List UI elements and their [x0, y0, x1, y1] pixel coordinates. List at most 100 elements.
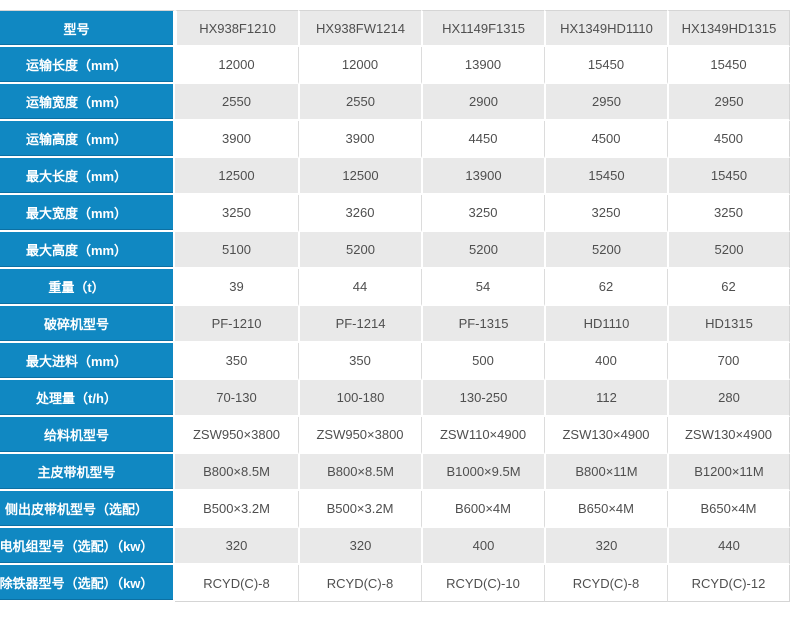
spec-value: 400 [544, 343, 667, 380]
spec-value: 2900 [421, 84, 544, 121]
table-row: 最大进料（mm） 350 350 500 400 700 [0, 343, 790, 380]
header-model-label: 型号 [0, 10, 175, 47]
spec-value: 280 [667, 380, 790, 417]
spec-value: 13900 [421, 158, 544, 195]
spec-value: ZSW110×4900 [421, 417, 544, 454]
table-header-row: 型号 HX938F1210 HX938FW1214 HX1149F1315 HX134… [0, 10, 790, 47]
spec-value: 5200 [421, 232, 544, 269]
spec-value: PF-1210 [175, 306, 298, 343]
spec-value: RCYD(C)-10 [421, 565, 544, 602]
spec-value: ZSW130×4900 [667, 417, 790, 454]
spec-value: 130-250 [421, 380, 544, 417]
table-row: 主皮带机型号 B800×8.5M B800×8.5M B1000×9.5M B800×1… [0, 454, 790, 491]
spec-value: 3250 [667, 195, 790, 232]
spec-value: PF-1315 [421, 306, 544, 343]
row-label: 处理量（t/h） [0, 380, 175, 417]
spec-table: 型号 HX938F1210 HX938FW1214 HX1149F1315 HX134… [0, 10, 790, 602]
spec-value: 100-180 [298, 380, 421, 417]
spec-value: 4450 [421, 121, 544, 158]
spec-value: 3900 [175, 121, 298, 158]
table-row: 给料机型号 ZSW950×3800 ZSW950×3800 ZSW110×4900 ZS… [0, 417, 790, 454]
spec-value: 2950 [544, 84, 667, 121]
row-label: 破碎机型号 [0, 306, 175, 343]
spec-value: 44 [298, 269, 421, 306]
spec-value: ZSW130×4900 [544, 417, 667, 454]
row-label: 运输宽度（mm） [0, 84, 175, 121]
spec-table-container: 型号 HX938F1210 HX938FW1214 HX1149F1315 HX134… [0, 10, 790, 602]
spec-value: 39 [175, 269, 298, 306]
spec-value: HD1110 [544, 306, 667, 343]
spec-value: 2550 [298, 84, 421, 121]
spec-value: 400 [421, 528, 544, 565]
spec-value: 2550 [175, 84, 298, 121]
spec-table-body: 运输长度（mm） 12000 12000 13900 15450 15450 运输宽度（mm… [0, 47, 790, 602]
table-row: 运输宽度（mm） 2550 2550 2900 2950 2950 [0, 84, 790, 121]
table-row: 最大宽度（mm） 3250 3260 3250 3250 3250 [0, 195, 790, 232]
spec-value: B650×4M [544, 491, 667, 528]
table-row: 除铁器型号（选配）（kw） RCYD(C)-8 RCYD(C)-8 RCYD(C)-1… [0, 565, 790, 602]
table-row: 侧出皮带机型号（选配） B500×3.2M B500×3.2M B600×4M B650… [0, 491, 790, 528]
row-label: 最大进料（mm） [0, 343, 175, 380]
spec-value: 3250 [175, 195, 298, 232]
spec-value: HD1315 [667, 306, 790, 343]
table-row: 处理量（t/h） 70-130 100-180 130-250 112 280 [0, 380, 790, 417]
spec-value: RCYD(C)-8 [544, 565, 667, 602]
spec-value: 15450 [544, 47, 667, 84]
spec-value: 5200 [298, 232, 421, 269]
table-row: 运输高度（mm） 3900 3900 4450 4500 4500 [0, 121, 790, 158]
spec-value: B650×4M [667, 491, 790, 528]
spec-value: 62 [667, 269, 790, 306]
spec-value: 3260 [298, 195, 421, 232]
spec-value: 12500 [298, 158, 421, 195]
model-header: HX1349HD1315 [667, 10, 790, 47]
spec-value: 3250 [421, 195, 544, 232]
model-header: HX938F1210 [175, 10, 298, 47]
spec-value: 54 [421, 269, 544, 306]
spec-value: B800×8.5M [298, 454, 421, 491]
row-label: 重量（t） [0, 269, 175, 306]
spec-value: 700 [667, 343, 790, 380]
spec-value: 500 [421, 343, 544, 380]
spec-value: 350 [298, 343, 421, 380]
spec-value: 5200 [544, 232, 667, 269]
spec-value: 12500 [175, 158, 298, 195]
spec-value: ZSW950×3800 [298, 417, 421, 454]
spec-value: 15450 [667, 158, 790, 195]
spec-value: 350 [175, 343, 298, 380]
spec-value: 3900 [298, 121, 421, 158]
table-row: 最大高度（mm） 5100 5200 5200 5200 5200 [0, 232, 790, 269]
row-label: 最大高度（mm） [0, 232, 175, 269]
spec-value: 5100 [175, 232, 298, 269]
row-label: 主皮带机型号 [0, 454, 175, 491]
spec-value: ZSW950×3800 [175, 417, 298, 454]
spec-value: 12000 [175, 47, 298, 84]
spec-value: 15450 [667, 47, 790, 84]
spec-value: 320 [175, 528, 298, 565]
table-row: 最大长度（mm） 12500 12500 13900 15450 15450 [0, 158, 790, 195]
spec-value: 15450 [544, 158, 667, 195]
row-label: 给料机型号 [0, 417, 175, 454]
spec-value: 5200 [667, 232, 790, 269]
model-header: HX1149F1315 [421, 10, 544, 47]
row-label: 最大宽度（mm） [0, 195, 175, 232]
spec-value: B500×3.2M [298, 491, 421, 528]
spec-value: 440 [667, 528, 790, 565]
spec-value: 320 [298, 528, 421, 565]
spec-value: RCYD(C)-8 [298, 565, 421, 602]
row-label: 最大长度（mm） [0, 158, 175, 195]
spec-value: 13900 [421, 47, 544, 84]
spec-value: 320 [544, 528, 667, 565]
spec-value: B600×4M [421, 491, 544, 528]
table-row: 运输长度（mm） 12000 12000 13900 15450 15450 [0, 47, 790, 84]
row-label: 电机组型号（选配）（kw） [0, 528, 175, 565]
spec-value: B1200×11M [667, 454, 790, 491]
row-label: 运输高度（mm） [0, 121, 175, 158]
spec-value: 12000 [298, 47, 421, 84]
row-label: 除铁器型号（选配）（kw） [0, 565, 175, 602]
model-header: HX938FW1214 [298, 10, 421, 47]
row-label: 运输长度（mm） [0, 47, 175, 84]
spec-value: 4500 [544, 121, 667, 158]
spec-table-head: 型号 HX938F1210 HX938FW1214 HX1149F1315 HX134… [0, 10, 790, 47]
spec-value: B500×3.2M [175, 491, 298, 528]
spec-value: RCYD(C)-8 [175, 565, 298, 602]
